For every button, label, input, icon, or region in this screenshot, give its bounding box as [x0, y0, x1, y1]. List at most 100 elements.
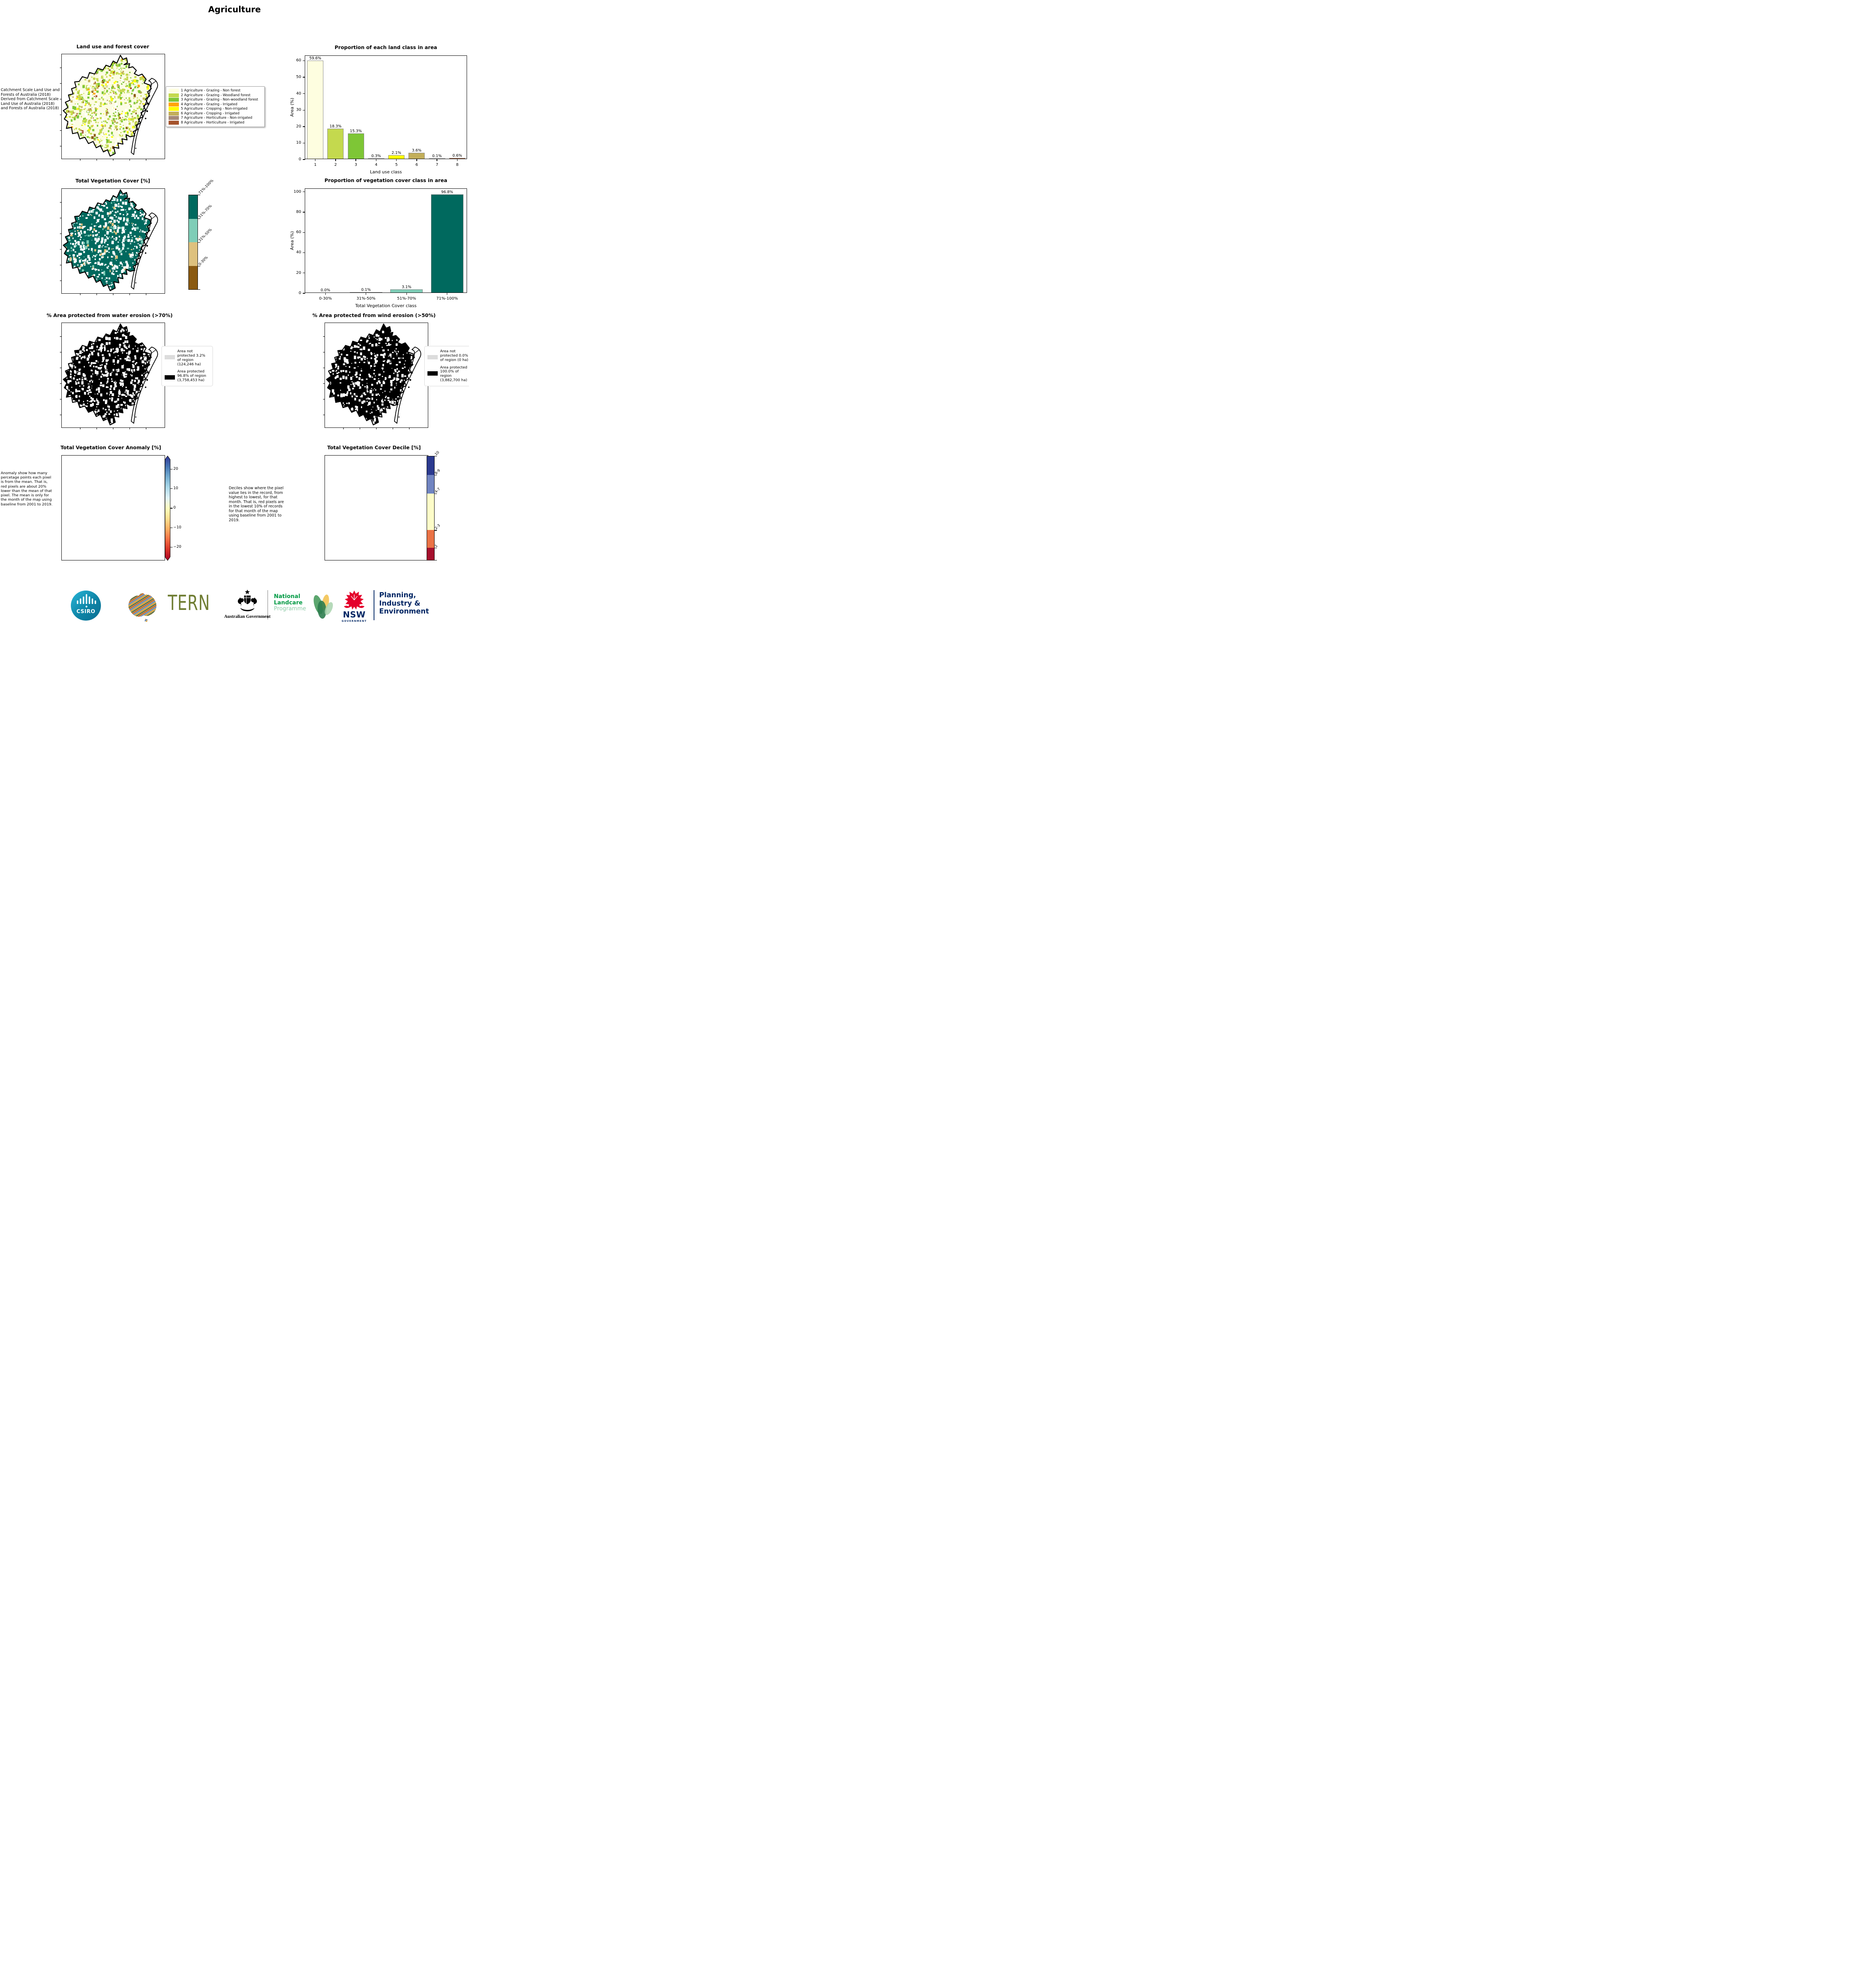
landuse-map-canvas [60, 55, 158, 161]
y-tick-label: 10 [296, 141, 301, 145]
x-tick [335, 159, 336, 161]
y-tick-label: 40 [296, 91, 301, 96]
waratah-icon [344, 591, 365, 610]
bar-value-label: 15.3% [350, 129, 362, 134]
legend-item: 6 Agriculture - Cropping - Irrigated [169, 111, 262, 116]
veg-map-title: Total Vegetation Cover [%] [75, 178, 150, 184]
landcare-line2: Landcare [274, 599, 303, 606]
decile-map-title: Total Vegetation Cover Decile [%] [327, 444, 421, 450]
colorbar-segment [427, 494, 434, 530]
y-tick-label: 30 [296, 108, 301, 112]
legend-label: Area not protected 0.0% of region (0 ha) [440, 349, 469, 362]
bar [327, 128, 344, 159]
water-map-canvas [60, 323, 158, 429]
veg-colorbar-segments [188, 195, 198, 290]
csiro-wordmark: CSIRO [76, 609, 95, 615]
legend-swatch [427, 371, 438, 376]
landcare-line3: Programme [274, 606, 306, 612]
y-tick-label: 20 [296, 270, 301, 275]
legend-item: Area protected 96.8% of region (3,758,45… [165, 370, 210, 383]
bar [408, 153, 425, 159]
bar [368, 158, 384, 159]
coat-of-arms-icon [237, 589, 257, 612]
veg-colorbar-label: 31%-50% [198, 228, 213, 243]
x-tick-label: 8 [456, 163, 459, 167]
y-tick-label: 80 [296, 209, 301, 214]
colorbar-segment [427, 456, 434, 475]
veg-cover-map [60, 188, 165, 295]
y-tick-label: 60 [296, 230, 301, 235]
bar-value-label: 0.1% [432, 154, 442, 158]
tern-wordmark: TERN [168, 591, 210, 615]
legend-swatch [169, 107, 179, 111]
tern-australia-icon [128, 593, 157, 622]
colorbar-segment [427, 530, 434, 548]
veg-colorbar-label: 0-30% [198, 255, 209, 267]
veg-bar-chart: Proportion of vegetation cover class in … [290, 177, 467, 308]
y-tick-label: 0 [298, 291, 301, 295]
plot-area: 0 10 20 30 40 50 60 59.6% 1 18.3% 2 15.3% 3 0.3% 4 2.1%… [296, 55, 467, 167]
legend-swatch [169, 93, 179, 97]
anomaly-tick-label: −10 [173, 525, 182, 530]
y-tick [303, 126, 305, 127]
wind-erosion-map [323, 323, 428, 429]
bar [347, 133, 364, 159]
x-tick-label: 31%-50% [356, 296, 376, 301]
nsw-government-wordmark: GOVERNMENT [342, 619, 367, 623]
landcare-line1: National [274, 593, 300, 600]
chart-title: Proportion of each land class in area [334, 44, 437, 50]
y-tick [303, 159, 305, 160]
legend-item: 3 Agriculture - Grazing - Non-woodland f… [169, 98, 262, 102]
water-erosion-title: % Area protected from water erosion (>70… [46, 312, 173, 318]
y-tick [303, 232, 305, 233]
legend-label: 3 Agriculture - Grazing - Non-woodland f… [181, 98, 258, 102]
x-tick-label: 51%-70% [397, 296, 416, 301]
legend-swatch [169, 102, 179, 106]
veg-map-canvas [60, 189, 158, 295]
x-tick [406, 292, 407, 295]
bar [429, 158, 445, 159]
x-tick-label: 0-30% [319, 296, 332, 301]
planning-industry-environment-logo: Planning, Industry & Environment [379, 591, 429, 616]
legend-swatch [169, 116, 179, 120]
bar [390, 289, 423, 292]
anomaly-tick-label: 0 [173, 505, 176, 510]
legend-label: 6 Agriculture - Cropping - Irrigated [181, 111, 240, 116]
colorbar-segment [189, 266, 197, 289]
x-tick-label: 3 [354, 163, 357, 167]
bar-value-label: 18.3% [329, 124, 342, 129]
x-tick-label: 71%-100% [436, 296, 458, 301]
legend-label: 8 Agriculture - Horticulture - Irrigated [181, 120, 245, 125]
nsw-government-logo: NSW GOVERNMENT [339, 590, 370, 623]
nsw-wordmark: NSW [343, 610, 366, 619]
page-title: Agriculture [208, 5, 261, 14]
legend-label: Area protected 96.8% of region (3,758,45… [177, 369, 206, 383]
colorbar-segment [427, 547, 434, 560]
national-landcare-logo: National Landcare Programme [274, 593, 306, 612]
x-tick-label: 2 [334, 163, 337, 167]
landuse-caption: Catchment Scale Land Use and Forests of … [1, 88, 60, 111]
veg-colorbar: 71%-100% 51%-70% 31%-50% 0-30% [188, 179, 215, 290]
decile-caption: Deciles show where the pixel value lies … [229, 486, 284, 523]
legend-swatch [169, 111, 179, 116]
colorbar-segment [189, 242, 197, 266]
legend-item: 2 Agriculture - Grazing - Woodland fores… [169, 93, 262, 97]
wind-erosion-legend: Area not protected 0.0% of region (0 ha)… [424, 346, 469, 387]
x-axis-label: Total Vegetation Cover class [355, 303, 417, 308]
y-tick-label: 0 [298, 157, 301, 161]
legend-label: 7 Agriculture - Horticulture - Non-irrig… [181, 116, 253, 120]
landcare-leaves-icon [313, 594, 333, 619]
bar-value-label: 0.0% [321, 288, 330, 292]
landuse-map-title: Land use and forest cover [76, 44, 149, 49]
decile-colorbar-segments [427, 456, 435, 560]
bar-value-label: 96.8% [441, 190, 453, 194]
planning-line1: Planning, [379, 591, 416, 599]
australian-government-logo: Australian Government [216, 589, 279, 619]
planning-line3: Environment [379, 608, 429, 616]
chart-title: Proportion of vegetation cover class in … [324, 177, 448, 183]
legend-swatch [427, 355, 438, 359]
x-tick-label: 6 [415, 163, 418, 167]
landuse-bar-chart: Proportion of each land class in area Ar… [290, 44, 467, 175]
anomaly-map [61, 455, 165, 560]
x-tick-label: 7 [435, 163, 439, 167]
